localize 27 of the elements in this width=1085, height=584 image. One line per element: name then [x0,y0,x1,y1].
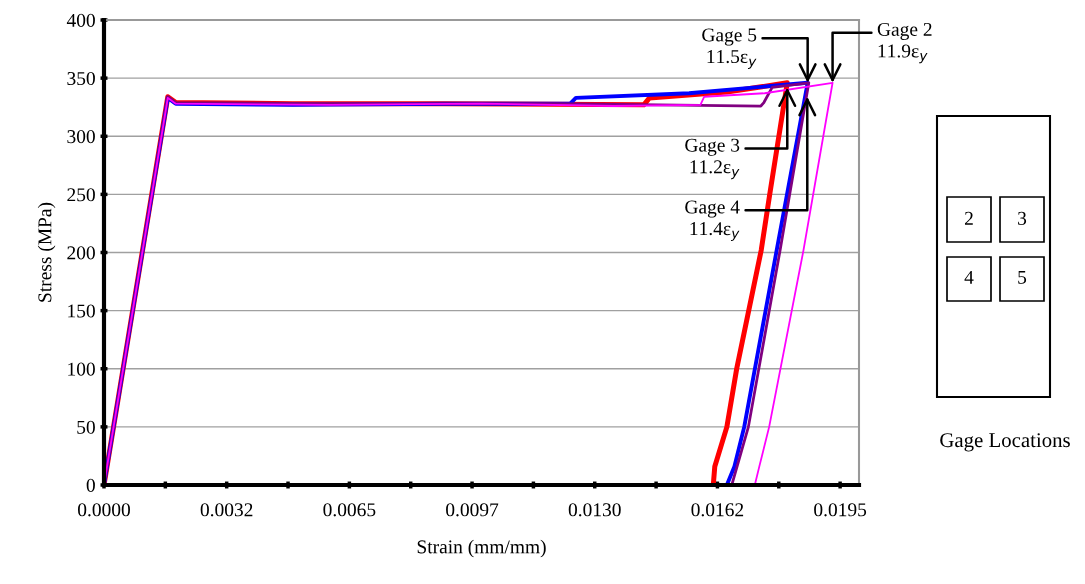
x-axis-title: Strain (mm/mm) [417,539,546,558]
y-axis-title: Stress (MPa) [37,202,56,302]
x-tick-label: 0.0032 [200,503,253,517]
text: Gage Locations [940,433,1070,452]
y-tick-label: 100 [68,362,95,376]
annotation: Gage 4 11.4ε$_{y}$ [685,200,740,241]
y-tick-label: 50 [77,420,95,434]
text: 2 [964,211,973,225]
x-tick-label: 0.0130 [568,503,621,517]
y-tick-label: 200 [67,246,95,260]
text: 5 [1018,270,1027,284]
y-tick-label: 250 [67,188,95,202]
x-tick-label: 0.0195 [814,503,867,517]
y-tick-label: 0 [86,478,95,492]
x-tick-label: 0.0162 [691,503,744,517]
y-tick-label: 150 [68,304,95,318]
text: 4 [964,270,974,284]
x-tick-label: 0.0097 [446,503,499,517]
y-tick-label: 300 [67,130,95,144]
y-tick-label: 350 [67,71,95,86]
x-tick-label: 0.0000 [78,503,130,517]
annotation: Gage 5 11.5ε$_{y}$ [702,28,757,69]
x-tick-label: 0.0065 [323,503,376,517]
annotation: Gage 2 11.9ε$_{y}$ [877,22,932,64]
y-tick-label: 400 [66,13,95,27]
annotation: Gage 3 11.2ε$_{y}$ [685,138,740,180]
text: 3 [1018,211,1027,225]
